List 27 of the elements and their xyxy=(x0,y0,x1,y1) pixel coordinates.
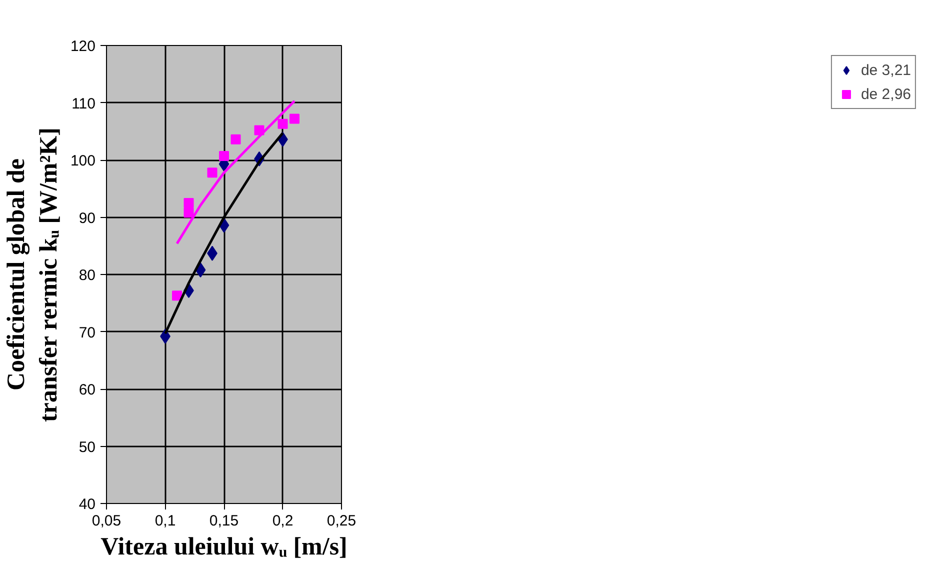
point xyxy=(278,118,288,129)
point xyxy=(184,208,194,218)
y-tick-label: 50 xyxy=(78,438,96,456)
x-tick-label: 0,2 xyxy=(272,512,294,530)
point xyxy=(172,290,182,301)
point xyxy=(207,168,218,178)
y-tick-label: 40 xyxy=(78,496,96,513)
x-tick-label: 0,15 xyxy=(209,512,239,530)
x-tick-label: 0,1 xyxy=(154,512,176,530)
x-tick-label: 0,25 xyxy=(326,512,356,530)
y-axis-title: Coeficientul global de transfer rermic kᵤ [W/m²K] xyxy=(3,127,62,422)
line-series xyxy=(176,100,296,245)
point xyxy=(290,114,300,124)
legend-label: de 3,21 xyxy=(860,62,911,78)
legend-label: de 2,96 xyxy=(860,86,911,102)
point xyxy=(184,198,194,208)
x-axis-title: Viteza uleiului wᵤ [m/s] xyxy=(100,534,348,560)
y-tick-label: 90 xyxy=(78,210,96,227)
point xyxy=(230,134,241,144)
y-tick-label: 100 xyxy=(70,152,96,170)
point xyxy=(219,150,229,161)
y-tick-label: 70 xyxy=(78,324,96,342)
y-tick-label: 110 xyxy=(72,95,96,112)
y-tick-label: 60 xyxy=(78,382,96,398)
y-tick-label: 80 xyxy=(78,267,96,284)
y-tick-label: 120 xyxy=(70,38,96,55)
x-tick-label: 0,05 xyxy=(92,512,122,530)
